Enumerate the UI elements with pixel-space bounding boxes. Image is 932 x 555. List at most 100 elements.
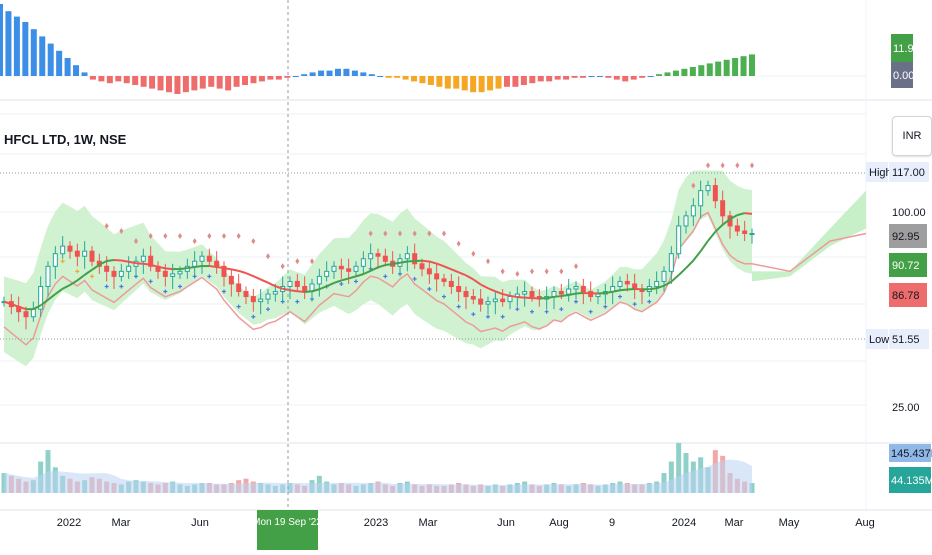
oscillator-bar — [639, 76, 645, 78]
oscillator-bar — [200, 76, 206, 89]
oscillator-bar — [31, 29, 37, 76]
candle-body — [251, 297, 255, 302]
oscillator-bar — [242, 76, 248, 85]
oscillator-bar — [39, 36, 45, 76]
oscillator-bar — [217, 76, 223, 89]
diamond-marker — [750, 162, 754, 168]
candle-body — [200, 256, 204, 261]
candle-body — [259, 299, 263, 302]
diamond-marker — [545, 268, 549, 274]
ma-segment — [187, 267, 194, 268]
ma-segment — [525, 298, 532, 299]
oscillator-bar — [48, 44, 54, 76]
candle-body — [171, 274, 175, 277]
oscillator-bar — [98, 76, 104, 81]
ma-segment — [693, 251, 700, 260]
ma-segment — [561, 295, 568, 296]
diamond-marker — [501, 268, 505, 274]
candle-body — [713, 186, 717, 201]
time-axis-label: Mar — [419, 517, 438, 529]
oscillator-bar — [225, 76, 231, 90]
candle-body — [618, 281, 622, 286]
diamond-marker — [457, 241, 461, 247]
oscillator-bar — [419, 76, 425, 83]
ma-segment — [239, 271, 246, 273]
candle-body — [567, 289, 571, 294]
price-tick-100: 100.00 — [892, 207, 926, 219]
oscillator-bar — [301, 74, 307, 76]
candle-body — [486, 302, 490, 305]
candle-body — [83, 251, 87, 256]
oscillator-bar — [166, 76, 172, 92]
candle-body — [244, 292, 248, 297]
oscillator-bar — [310, 72, 316, 76]
ma-segment — [701, 241, 708, 251]
candle-body — [530, 292, 534, 297]
ma-segment — [620, 290, 627, 291]
oscillator-bar — [403, 76, 409, 80]
diamond-marker — [721, 162, 725, 168]
volume-text: 44.135M — [891, 475, 932, 487]
candle-body — [405, 254, 409, 259]
oscillator-bar — [124, 76, 130, 83]
oscillator-bar — [563, 76, 569, 80]
ma-segment — [627, 289, 634, 290]
oscillator-bar — [665, 72, 671, 76]
oscillator-bar — [90, 76, 96, 80]
candle-body — [119, 271, 123, 276]
volume-ma-badge: 145.437M — [889, 444, 932, 462]
ma-segment — [290, 290, 297, 291]
oscillator-bar — [293, 76, 299, 77]
diamond-marker — [486, 258, 490, 264]
ma-segment — [649, 288, 656, 289]
oscillator-bar — [588, 76, 594, 77]
candle-body — [442, 279, 446, 282]
diamond-marker — [266, 253, 270, 259]
candle-body — [655, 281, 659, 286]
ma-segment — [745, 213, 752, 214]
oscillator-bar — [597, 76, 603, 77]
oscillator-bar — [22, 22, 28, 76]
candle-body — [471, 297, 475, 300]
oscillator-bar — [572, 76, 578, 78]
oscillator-bar — [631, 76, 637, 80]
ma-segment — [554, 296, 561, 297]
cloud-band — [4, 171, 866, 367]
oscillator-bar — [174, 76, 180, 94]
stop-value-text: 86.78 — [892, 290, 920, 302]
high-label-text: High — [869, 167, 892, 179]
low-label: Low 51.55 — [866, 329, 929, 349]
candle-body — [75, 251, 79, 256]
close-price-badge: 92.95 — [889, 224, 927, 248]
price-tick-25: 25.00 — [892, 402, 920, 414]
candle-body — [229, 276, 233, 284]
ma-value-text: 90.72 — [892, 260, 920, 272]
time-axis-label: 2023 — [364, 517, 388, 529]
oscillator-bar — [673, 71, 679, 76]
candle-body — [68, 246, 72, 251]
candle-body — [574, 286, 578, 289]
osc-last-text: 11.90 — [893, 43, 920, 55]
ma-segment — [209, 266, 216, 267]
ma-segment — [136, 263, 143, 264]
time-axis-label: Jun — [497, 517, 515, 529]
time-axis-label: Jun — [191, 517, 209, 529]
candle-body — [457, 286, 461, 291]
oscillator-bar — [470, 76, 476, 92]
ma-segment — [165, 268, 172, 269]
oscillator-bar — [622, 76, 628, 81]
candle-body — [743, 231, 747, 234]
candle-body — [501, 299, 505, 302]
time-axis-label: 2022 — [57, 517, 81, 529]
currency-button[interactable]: INR — [892, 116, 932, 156]
diamond-marker — [251, 238, 255, 244]
oscillator-bar — [377, 76, 383, 77]
oscillator-bar — [445, 76, 451, 89]
ma-segment — [510, 296, 517, 297]
ma-segment — [217, 267, 224, 268]
candle-body — [273, 292, 277, 295]
time-axis-label: Aug — [855, 517, 875, 529]
